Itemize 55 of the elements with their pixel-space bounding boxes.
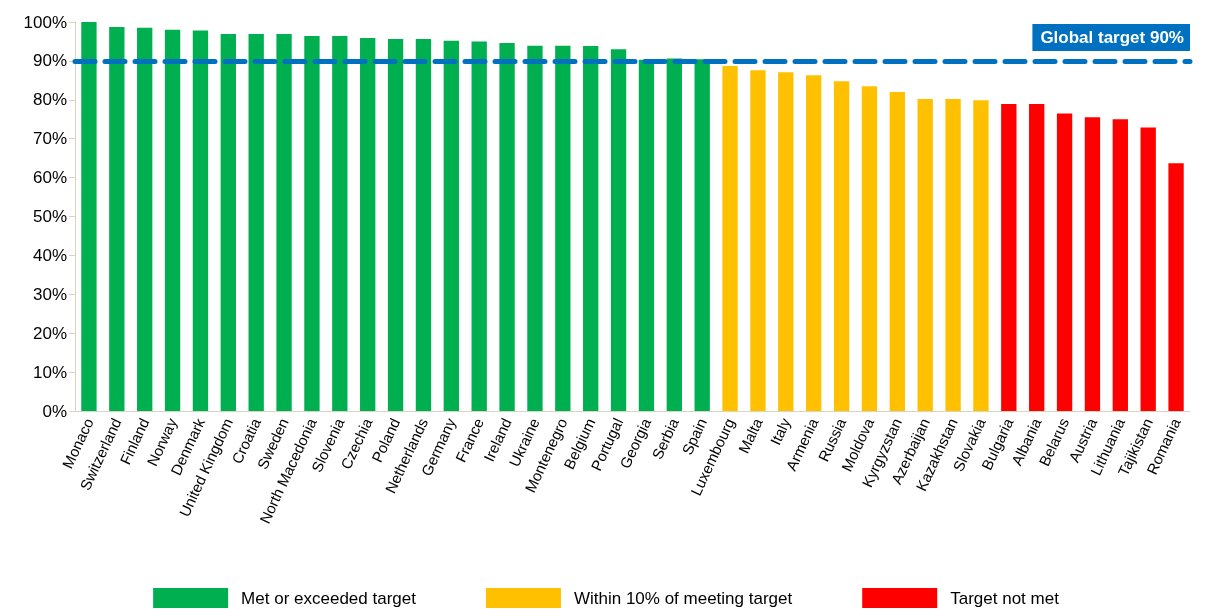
bar: [778, 72, 794, 411]
bar: [192, 30, 209, 411]
bar: [471, 41, 487, 411]
bar: [276, 34, 292, 411]
y-tick-label: 40%: [32, 245, 67, 265]
legend-label: Target not met: [950, 588, 1060, 608]
bar: [583, 46, 599, 411]
bar: [527, 45, 543, 411]
y-tick-label: 100%: [23, 12, 67, 32]
y-tick-label: 60%: [32, 168, 67, 188]
bar: [555, 45, 571, 411]
bar: [304, 36, 320, 411]
bar: [248, 34, 264, 411]
legend-label: Within 10% of meeting target: [573, 588, 793, 608]
bar: [861, 86, 878, 411]
y-tick-label: 90%: [32, 51, 67, 71]
y-tick-label: 50%: [32, 207, 67, 226]
bar: [109, 27, 125, 411]
bar: [722, 65, 738, 411]
bar: [499, 43, 515, 411]
bar: [917, 99, 933, 411]
bar: [443, 40, 459, 411]
y-tick-label: 30%: [32, 284, 67, 304]
bar: [1029, 104, 1045, 411]
bar: [387, 39, 404, 411]
y-tick-label: 10%: [32, 362, 67, 382]
bar: [1112, 119, 1128, 411]
y-tick-label: 70%: [32, 129, 67, 149]
bar: [806, 75, 822, 411]
bar: [973, 100, 989, 411]
bar: [889, 92, 905, 411]
bar: [164, 29, 181, 411]
bar: [137, 27, 153, 411]
bar: [610, 49, 627, 411]
bar: [750, 70, 766, 411]
ref-line-label: Global target 90%: [1040, 27, 1184, 47]
y-tick-label: 0%: [42, 401, 67, 421]
bar: [81, 22, 97, 411]
y-tick-label: 80%: [32, 90, 67, 110]
bar: [415, 39, 432, 411]
bar: [360, 37, 376, 411]
bar: [694, 59, 710, 411]
bar: [1168, 163, 1184, 411]
bar: [833, 81, 850, 411]
y-tick-label: 20%: [32, 323, 67, 343]
bar: [220, 34, 236, 411]
bar: [1001, 104, 1017, 411]
bar: [1084, 117, 1101, 411]
bar: [638, 59, 655, 411]
bar: [1140, 127, 1156, 411]
bar: [332, 36, 348, 411]
bar: [1056, 113, 1073, 411]
bar: [666, 58, 682, 411]
bar: [945, 99, 961, 411]
legend-label: Met or exceeded target: [241, 588, 417, 608]
